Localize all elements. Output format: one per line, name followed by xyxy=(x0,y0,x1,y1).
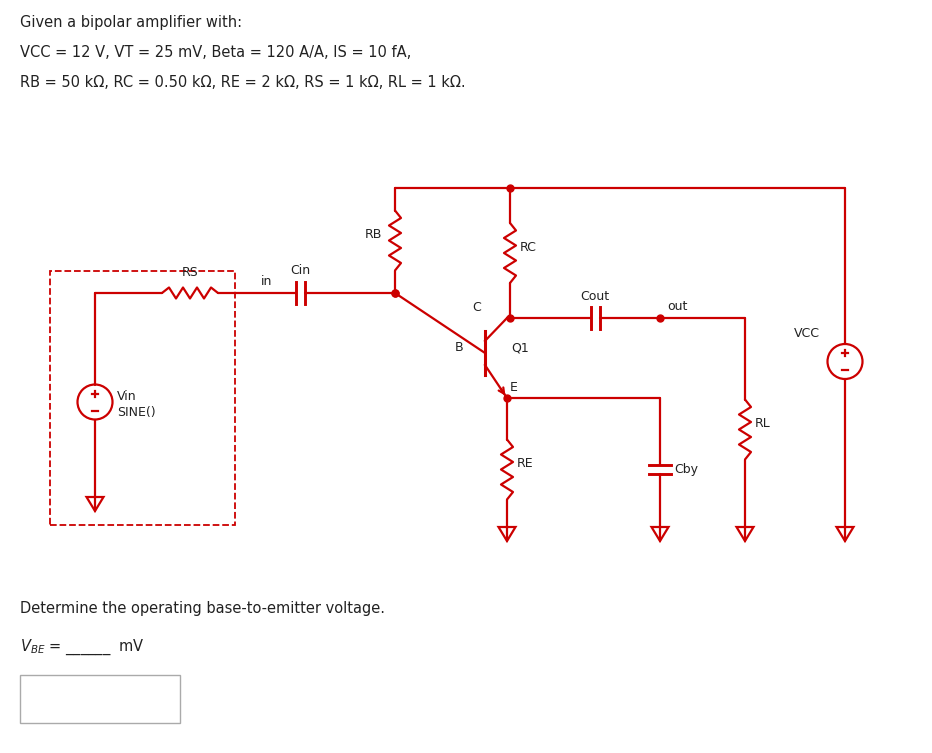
Text: C: C xyxy=(473,301,481,314)
Text: Given a bipolar amplifier with:: Given a bipolar amplifier with: xyxy=(20,15,242,30)
Text: Cby: Cby xyxy=(674,463,698,476)
Text: Vin: Vin xyxy=(117,389,137,403)
Text: RB = 50 kΩ, RC = 0.50 kΩ, RE = 2 kΩ, RS = 1 kΩ, RL = 1 kΩ.: RB = 50 kΩ, RC = 0.50 kΩ, RE = 2 kΩ, RS … xyxy=(20,75,466,90)
Text: RB: RB xyxy=(364,228,382,241)
Text: RE: RE xyxy=(517,457,534,470)
Text: E: E xyxy=(510,381,518,394)
Text: Cout: Cout xyxy=(581,290,610,303)
Text: B: B xyxy=(455,340,463,353)
Text: VCC = 12 V, VT = 25 mV, Beta = 120 A/A, IS = 10 fA,: VCC = 12 V, VT = 25 mV, Beta = 120 A/A, … xyxy=(20,45,411,60)
Bar xyxy=(50,271,235,525)
Text: $V_{BE}$ = ______  mV: $V_{BE}$ = ______ mV xyxy=(20,638,144,657)
Text: RS: RS xyxy=(182,266,199,279)
Text: out: out xyxy=(667,300,688,313)
Text: Q1: Q1 xyxy=(511,342,528,355)
Text: VCC: VCC xyxy=(794,327,820,340)
Text: Cin: Cin xyxy=(290,264,310,277)
Bar xyxy=(20,675,180,723)
Text: SINE(): SINE() xyxy=(117,406,156,419)
Text: RC: RC xyxy=(520,240,537,254)
Text: Determine the operating base-to-emitter voltage.: Determine the operating base-to-emitter … xyxy=(20,601,385,616)
Text: in: in xyxy=(261,275,272,288)
Text: RL: RL xyxy=(755,417,771,430)
